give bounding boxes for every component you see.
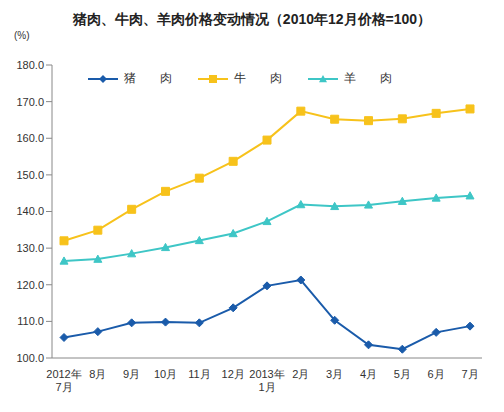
html-text:羊 肉: 羊 肉 [344, 71, 392, 85]
svg-text:7月: 7月 [55, 381, 72, 393]
svg-text:8月: 8月 [89, 368, 106, 380]
svg-text:150.0: 150.0 [16, 169, 44, 181]
svg-text:110.0: 110.0 [17, 315, 44, 327]
svg-text:120.0: 120.0 [16, 279, 44, 291]
svg-text:130.0: 130.0 [16, 242, 44, 254]
svg-text:12月: 12月 [222, 368, 245, 380]
svg-text:2012年: 2012年 [46, 368, 81, 380]
svg-text:6月: 6月 [428, 368, 445, 380]
svg-text:9月: 9月 [123, 368, 140, 380]
svg-text:180.0: 180.0 [16, 59, 44, 71]
svg-text:160.0: 160.0 [16, 132, 44, 144]
svg-text:2月: 2月 [292, 368, 309, 380]
svg-text:7月: 7月 [461, 368, 478, 380]
svg-text:10月: 10月 [154, 368, 177, 380]
svg-text:4月: 4月 [360, 368, 377, 380]
svg-text:1月: 1月 [258, 381, 275, 393]
svg-text:5月: 5月 [394, 368, 411, 380]
svg-text:3月: 3月 [326, 368, 343, 380]
html-text:猪 肉: 猪 肉 [124, 71, 172, 85]
html-text:猪肉、牛肉、羊肉价格变动情况（2010年12月价格=100）: 猪肉、牛肉、羊肉价格变动情况（2010年12月价格=100） [72, 11, 432, 27]
svg-text:2013年: 2013年 [249, 368, 284, 380]
html-text:牛 肉: 牛 肉 [234, 71, 282, 85]
svg-text:170.0: 170.0 [16, 96, 44, 108]
svg-text:11月: 11月 [188, 368, 210, 380]
svg-text:140.0: 140.0 [16, 205, 44, 217]
svg-text:100.0: 100.0 [16, 352, 44, 364]
